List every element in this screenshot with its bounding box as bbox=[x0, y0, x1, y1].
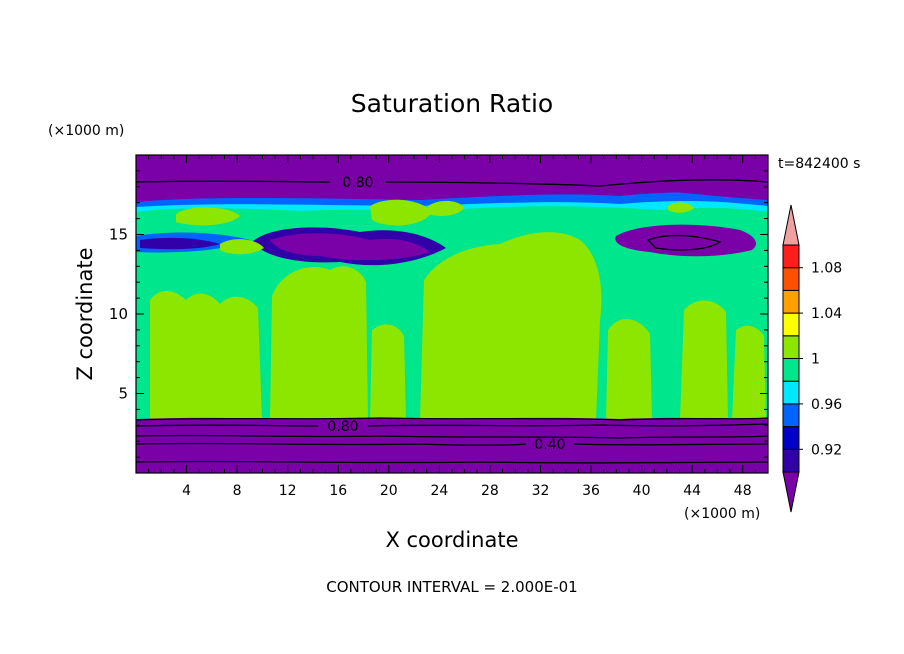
y-tick-label: 15 bbox=[109, 226, 128, 244]
contour-line bbox=[136, 423, 768, 427]
colorbar-bin bbox=[782, 358, 800, 382]
x-tick-label: 28 bbox=[481, 483, 499, 499]
field-lime-region bbox=[732, 325, 766, 420]
contour-label: 0.80 bbox=[327, 419, 358, 435]
x-tick-label: 32 bbox=[532, 483, 550, 499]
field-lime-region bbox=[606, 318, 652, 420]
colorbar-bin bbox=[782, 380, 800, 405]
colorbar-bin bbox=[782, 312, 800, 337]
x-tick-label: 36 bbox=[582, 483, 600, 499]
field-purple-band bbox=[136, 155, 768, 200]
contour-line bbox=[646, 234, 722, 251]
contour-lines bbox=[136, 179, 768, 464]
field-lime-region bbox=[270, 266, 368, 420]
x-axis-title: X coordinate bbox=[385, 528, 518, 552]
contour-line bbox=[136, 434, 768, 439]
colorbar-bin bbox=[782, 448, 800, 473]
contour-label: 0.40 bbox=[534, 437, 565, 453]
x-tick-label: 24 bbox=[430, 483, 448, 499]
field-lime-region bbox=[680, 300, 728, 420]
field-purple-upper-right bbox=[615, 224, 756, 257]
x-tick-label: 44 bbox=[683, 483, 701, 499]
field-lime-region bbox=[370, 324, 406, 420]
x-tick-label: 16 bbox=[329, 483, 347, 499]
colorbar-bin bbox=[782, 244, 800, 269]
field-lime-region bbox=[370, 199, 432, 226]
colorbar-bin bbox=[782, 335, 800, 359]
colorbar-upper-extension bbox=[782, 204, 800, 246]
colorbar-label: 0.92 bbox=[811, 442, 842, 458]
colorbar-lower-extension bbox=[782, 471, 800, 513]
chart-title: Saturation Ratio bbox=[351, 89, 553, 118]
x-tick-label: 12 bbox=[279, 483, 297, 499]
x-tick-label: 40 bbox=[633, 483, 651, 499]
field-lime-region bbox=[668, 202, 694, 213]
contour-line bbox=[136, 417, 768, 421]
contour-interval-note: CONTOUR INTERVAL = 2.000E-01 bbox=[326, 578, 577, 596]
time-label: t=842400 s bbox=[778, 156, 860, 172]
colorbar: 1.08 1.04 1 0.96 0.92 bbox=[782, 204, 842, 513]
contour-label: 0.80 bbox=[342, 175, 373, 191]
field-lime-region bbox=[176, 207, 240, 226]
colorbar-label: 0.96 bbox=[811, 397, 842, 413]
field-lime-region bbox=[428, 200, 464, 216]
field-lime-region bbox=[220, 239, 264, 255]
field-lime-region bbox=[420, 232, 602, 420]
x-axis: 4 8 12 16 20 24 28 32 36 40 44 48 bbox=[148, 155, 756, 499]
field-indigo-upper-left bbox=[140, 237, 220, 250]
colorbar-label: 1.08 bbox=[811, 261, 842, 277]
field-lime-region bbox=[150, 290, 262, 420]
y-axis-title: Z coordinate bbox=[73, 247, 97, 380]
field-purple-patch bbox=[270, 233, 430, 261]
colorbar-label: 1 bbox=[811, 352, 820, 368]
colorbar-label: 1.04 bbox=[811, 306, 842, 322]
colorbar-bin bbox=[782, 267, 800, 291]
x-tick-label: 20 bbox=[380, 483, 398, 499]
y-tick-label: 10 bbox=[109, 305, 128, 323]
y-axis: 5 10 15 bbox=[109, 170, 768, 458]
y-unit-label: (×1000 m) bbox=[48, 123, 124, 139]
colorbar-bin bbox=[782, 403, 800, 428]
saturation-field bbox=[136, 155, 768, 473]
contour-line bbox=[136, 442, 768, 446]
x-tick-label: 4 bbox=[182, 483, 191, 499]
contour-line bbox=[136, 179, 768, 187]
colorbar-bin bbox=[782, 426, 800, 450]
colorbar-bin bbox=[782, 289, 800, 314]
x-tick-label: 48 bbox=[734, 483, 752, 499]
x-unit-label: (×1000 m) bbox=[684, 506, 760, 522]
y-tick-label: 5 bbox=[118, 385, 128, 403]
x-tick-label: 8 bbox=[233, 483, 242, 499]
contour-line bbox=[136, 460, 768, 464]
